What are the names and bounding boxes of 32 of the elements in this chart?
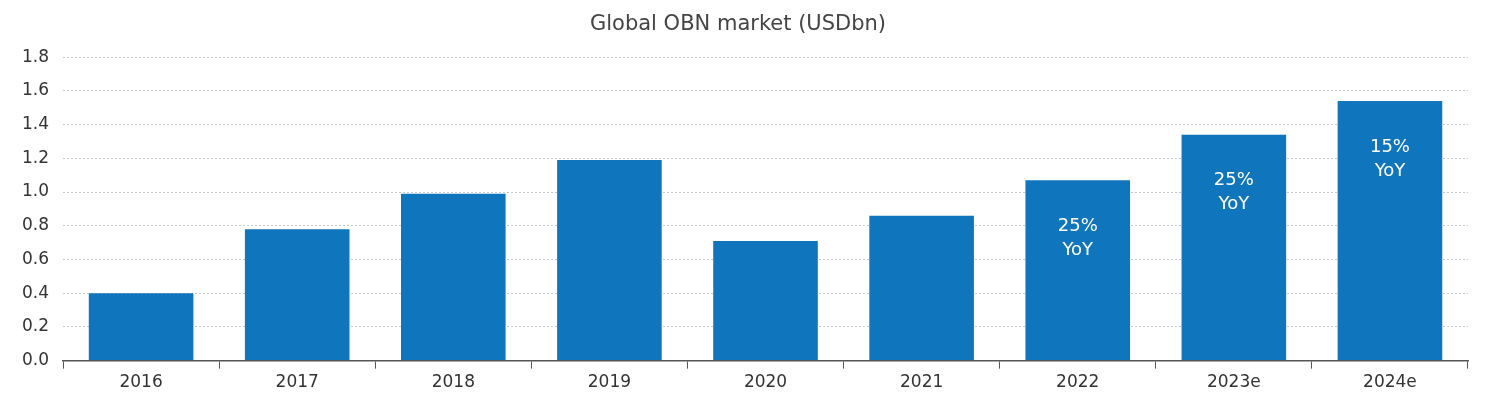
bar xyxy=(244,229,350,361)
y-tick-label: 1.6 xyxy=(21,79,50,100)
bar xyxy=(1181,134,1287,361)
bar xyxy=(88,293,194,361)
bar xyxy=(713,240,818,361)
x-tick-label: 2017 xyxy=(275,371,319,392)
y-tick-label: 0.8 xyxy=(21,214,50,235)
x-tick-label: 2016 xyxy=(119,371,163,392)
annotation: 25% YoY xyxy=(1057,213,1098,259)
x-tick-label: 2021 xyxy=(899,371,944,392)
bar xyxy=(1337,101,1443,361)
bar xyxy=(869,215,974,361)
annotation: 25% YoY xyxy=(1213,168,1254,214)
x-tick-label: 2020 xyxy=(743,371,788,392)
x-tick-label: 2023e xyxy=(1206,371,1261,392)
annotation: 15% YoY xyxy=(1369,134,1410,180)
bar xyxy=(401,193,506,361)
bar xyxy=(557,160,662,361)
x-tick-label: 2024e xyxy=(1363,371,1417,392)
y-tick-label: 0.2 xyxy=(21,315,50,336)
y-tick-label: 0.4 xyxy=(21,281,50,302)
y-tick-label: 1.4 xyxy=(21,113,50,134)
x-tick-label: 2022 xyxy=(1056,371,1100,392)
x-tick-label: 2018 xyxy=(431,371,475,392)
y-tick-label: 1.0 xyxy=(21,180,50,201)
y-tick-label: 1.2 xyxy=(21,146,50,167)
y-tick-label: 0.6 xyxy=(21,247,50,268)
bar xyxy=(1025,180,1131,361)
y-tick-label: 1.8 xyxy=(21,45,50,66)
y-tick-label: 0.0 xyxy=(21,349,50,370)
chart-title: Global OBN market (USDbn) xyxy=(589,11,887,36)
x-tick-label: 2019 xyxy=(587,371,632,392)
